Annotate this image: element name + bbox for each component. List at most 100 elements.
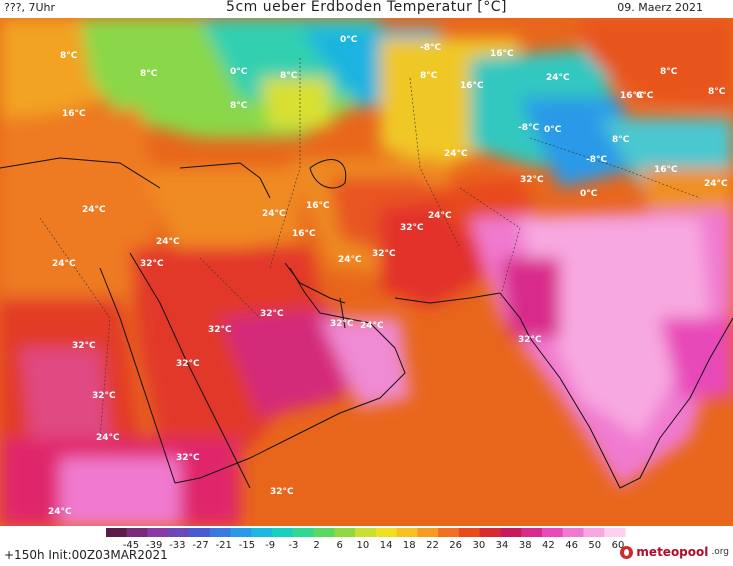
temp-label: 32°C xyxy=(72,341,96,351)
colorbar-cell xyxy=(251,528,273,537)
init-time-label: +150h Init:00Z03MAR2021 xyxy=(4,548,168,562)
borders xyxy=(39,58,701,439)
temp-label: 24°C xyxy=(262,209,286,219)
colorbar-cell xyxy=(375,528,398,537)
colorbar-cell xyxy=(209,528,232,537)
temp-label: 24°C xyxy=(428,211,452,221)
temp-label: 0°C xyxy=(544,125,562,135)
temp-label: 32°C xyxy=(176,453,200,463)
temp-label: 24°C xyxy=(338,255,362,265)
forecast-time-label: ???, 7Uhr xyxy=(4,1,56,14)
colorbar-cell xyxy=(438,528,460,537)
colorbar-tick-label: -21 xyxy=(215,540,232,551)
meteopool-logo-icon xyxy=(620,545,634,559)
colorbar-tick-label: -33 xyxy=(169,540,186,551)
temperature-map: 0°C -8°C 16°C 8°C 8°C 0°C 8°C 8°C 16°C 2… xyxy=(0,18,733,526)
temp-label: 24°C xyxy=(96,433,120,443)
temp-label: 24°C xyxy=(360,321,384,331)
colorbar-tick-label: 34 xyxy=(495,540,509,551)
temp-label: 32°C xyxy=(330,319,354,329)
temp-label: 24°C xyxy=(82,205,106,215)
temp-label: 0°C xyxy=(230,67,248,77)
temp-label: 0°C xyxy=(340,35,358,45)
colorbar-tick-label: -39 xyxy=(146,540,163,551)
colorbar-cell xyxy=(479,528,501,537)
temp-label: 32°C xyxy=(92,391,116,401)
temperature-map-canvas: 0°C -8°C 16°C 8°C 8°C 0°C 8°C 8°C 16°C 2… xyxy=(0,18,733,526)
colorbar-tick-label: 6 xyxy=(336,540,343,551)
temp-label: 32°C xyxy=(176,359,200,369)
colorbar-cell xyxy=(334,528,356,537)
temp-label: 24°C xyxy=(52,259,76,269)
colorbar-tick-label: 38 xyxy=(518,540,532,551)
colorbar-tick-label: -45 xyxy=(122,540,140,551)
temp-label: 32°C xyxy=(400,223,424,233)
brand-tld: .org xyxy=(711,547,729,557)
temp-label: -8°C xyxy=(586,155,607,165)
colorbar-tick-label: 2 xyxy=(313,540,320,551)
colorbar-cell xyxy=(458,528,481,537)
temp-label: 0°C xyxy=(636,91,654,101)
colorbar-cell xyxy=(106,528,128,537)
colorbar-tick-label: -3 xyxy=(288,540,299,551)
temp-label: 0°C xyxy=(580,189,598,199)
temp-label: -8°C xyxy=(420,43,441,53)
colorbar-cell xyxy=(583,528,605,537)
colorbar-tick-label: 18 xyxy=(402,540,416,551)
meteopool-logo[interactable]: meteopool .org xyxy=(620,545,729,559)
temp-label: 16°C xyxy=(292,229,316,239)
coastlines xyxy=(0,157,733,489)
colorbar xyxy=(106,528,626,537)
temp-label: 16°C xyxy=(62,109,86,119)
colorbar-cell xyxy=(126,528,149,537)
temp-label: 24°C xyxy=(444,149,468,159)
colorbar-cell xyxy=(521,528,543,537)
colorbar-tick-label: 10 xyxy=(356,540,370,551)
colorbar-tick-label: 46 xyxy=(565,540,578,551)
colorbar-tick-label: 42 xyxy=(542,540,555,551)
colorbar-cell xyxy=(292,528,315,537)
temp-label: 32°C xyxy=(372,249,396,259)
temp-label: 32°C xyxy=(140,259,164,269)
colorbar-cell xyxy=(230,528,252,537)
map-title: 5cm ueber Erdboden Temperatur [°C] xyxy=(226,0,507,15)
colorbar-cell xyxy=(541,528,564,537)
temp-label: 24°C xyxy=(546,73,570,83)
temp-label: 32°C xyxy=(520,175,544,185)
temp-label: 8°C xyxy=(230,101,248,111)
colorbar-cell xyxy=(313,528,335,537)
colorbar-cell xyxy=(355,528,377,537)
colorbar-cell xyxy=(604,528,626,537)
temp-label: 24°C xyxy=(48,507,72,517)
temp-label: 8°C xyxy=(612,135,630,145)
temp-label: 16°C xyxy=(654,165,678,175)
temp-label: 16°C xyxy=(620,91,644,101)
temp-label: 8°C xyxy=(140,69,158,79)
colorbar-cell xyxy=(562,528,584,537)
temp-label: -8°C xyxy=(518,123,539,133)
colorbar-tick-label: -27 xyxy=(192,540,209,551)
colorbar-cell xyxy=(189,528,211,537)
temperature-labels: 0°C -8°C 16°C 8°C 8°C 0°C 8°C 8°C 16°C 2… xyxy=(48,35,728,517)
colorbar-tick-label: 22 xyxy=(426,540,439,551)
colorbar-tick-label: 26 xyxy=(449,540,463,551)
temp-label: 8°C xyxy=(60,51,78,61)
temp-label: 8°C xyxy=(280,71,298,81)
temp-label: 32°C xyxy=(518,335,542,345)
colorbar-tick-label: 30 xyxy=(472,540,486,551)
forecast-date: 09. Maerz 2021 xyxy=(617,1,703,14)
temp-label: 24°C xyxy=(704,179,728,189)
temp-label: 8°C xyxy=(420,71,438,81)
colorbar-cell xyxy=(147,528,169,537)
temp-label: 32°C xyxy=(208,325,232,335)
temp-label: 16°C xyxy=(460,81,484,91)
temp-label: 8°C xyxy=(660,67,678,77)
colorbar-cell xyxy=(272,528,294,537)
temp-label: 8°C xyxy=(708,87,726,97)
colorbar-tick-label: 60 xyxy=(611,540,625,551)
colorbar-cell xyxy=(168,528,190,537)
colorbar-cell xyxy=(417,528,439,537)
footer-bar xyxy=(0,526,733,566)
temp-label: 32°C xyxy=(270,487,294,497)
colorbar-cell xyxy=(396,528,418,537)
